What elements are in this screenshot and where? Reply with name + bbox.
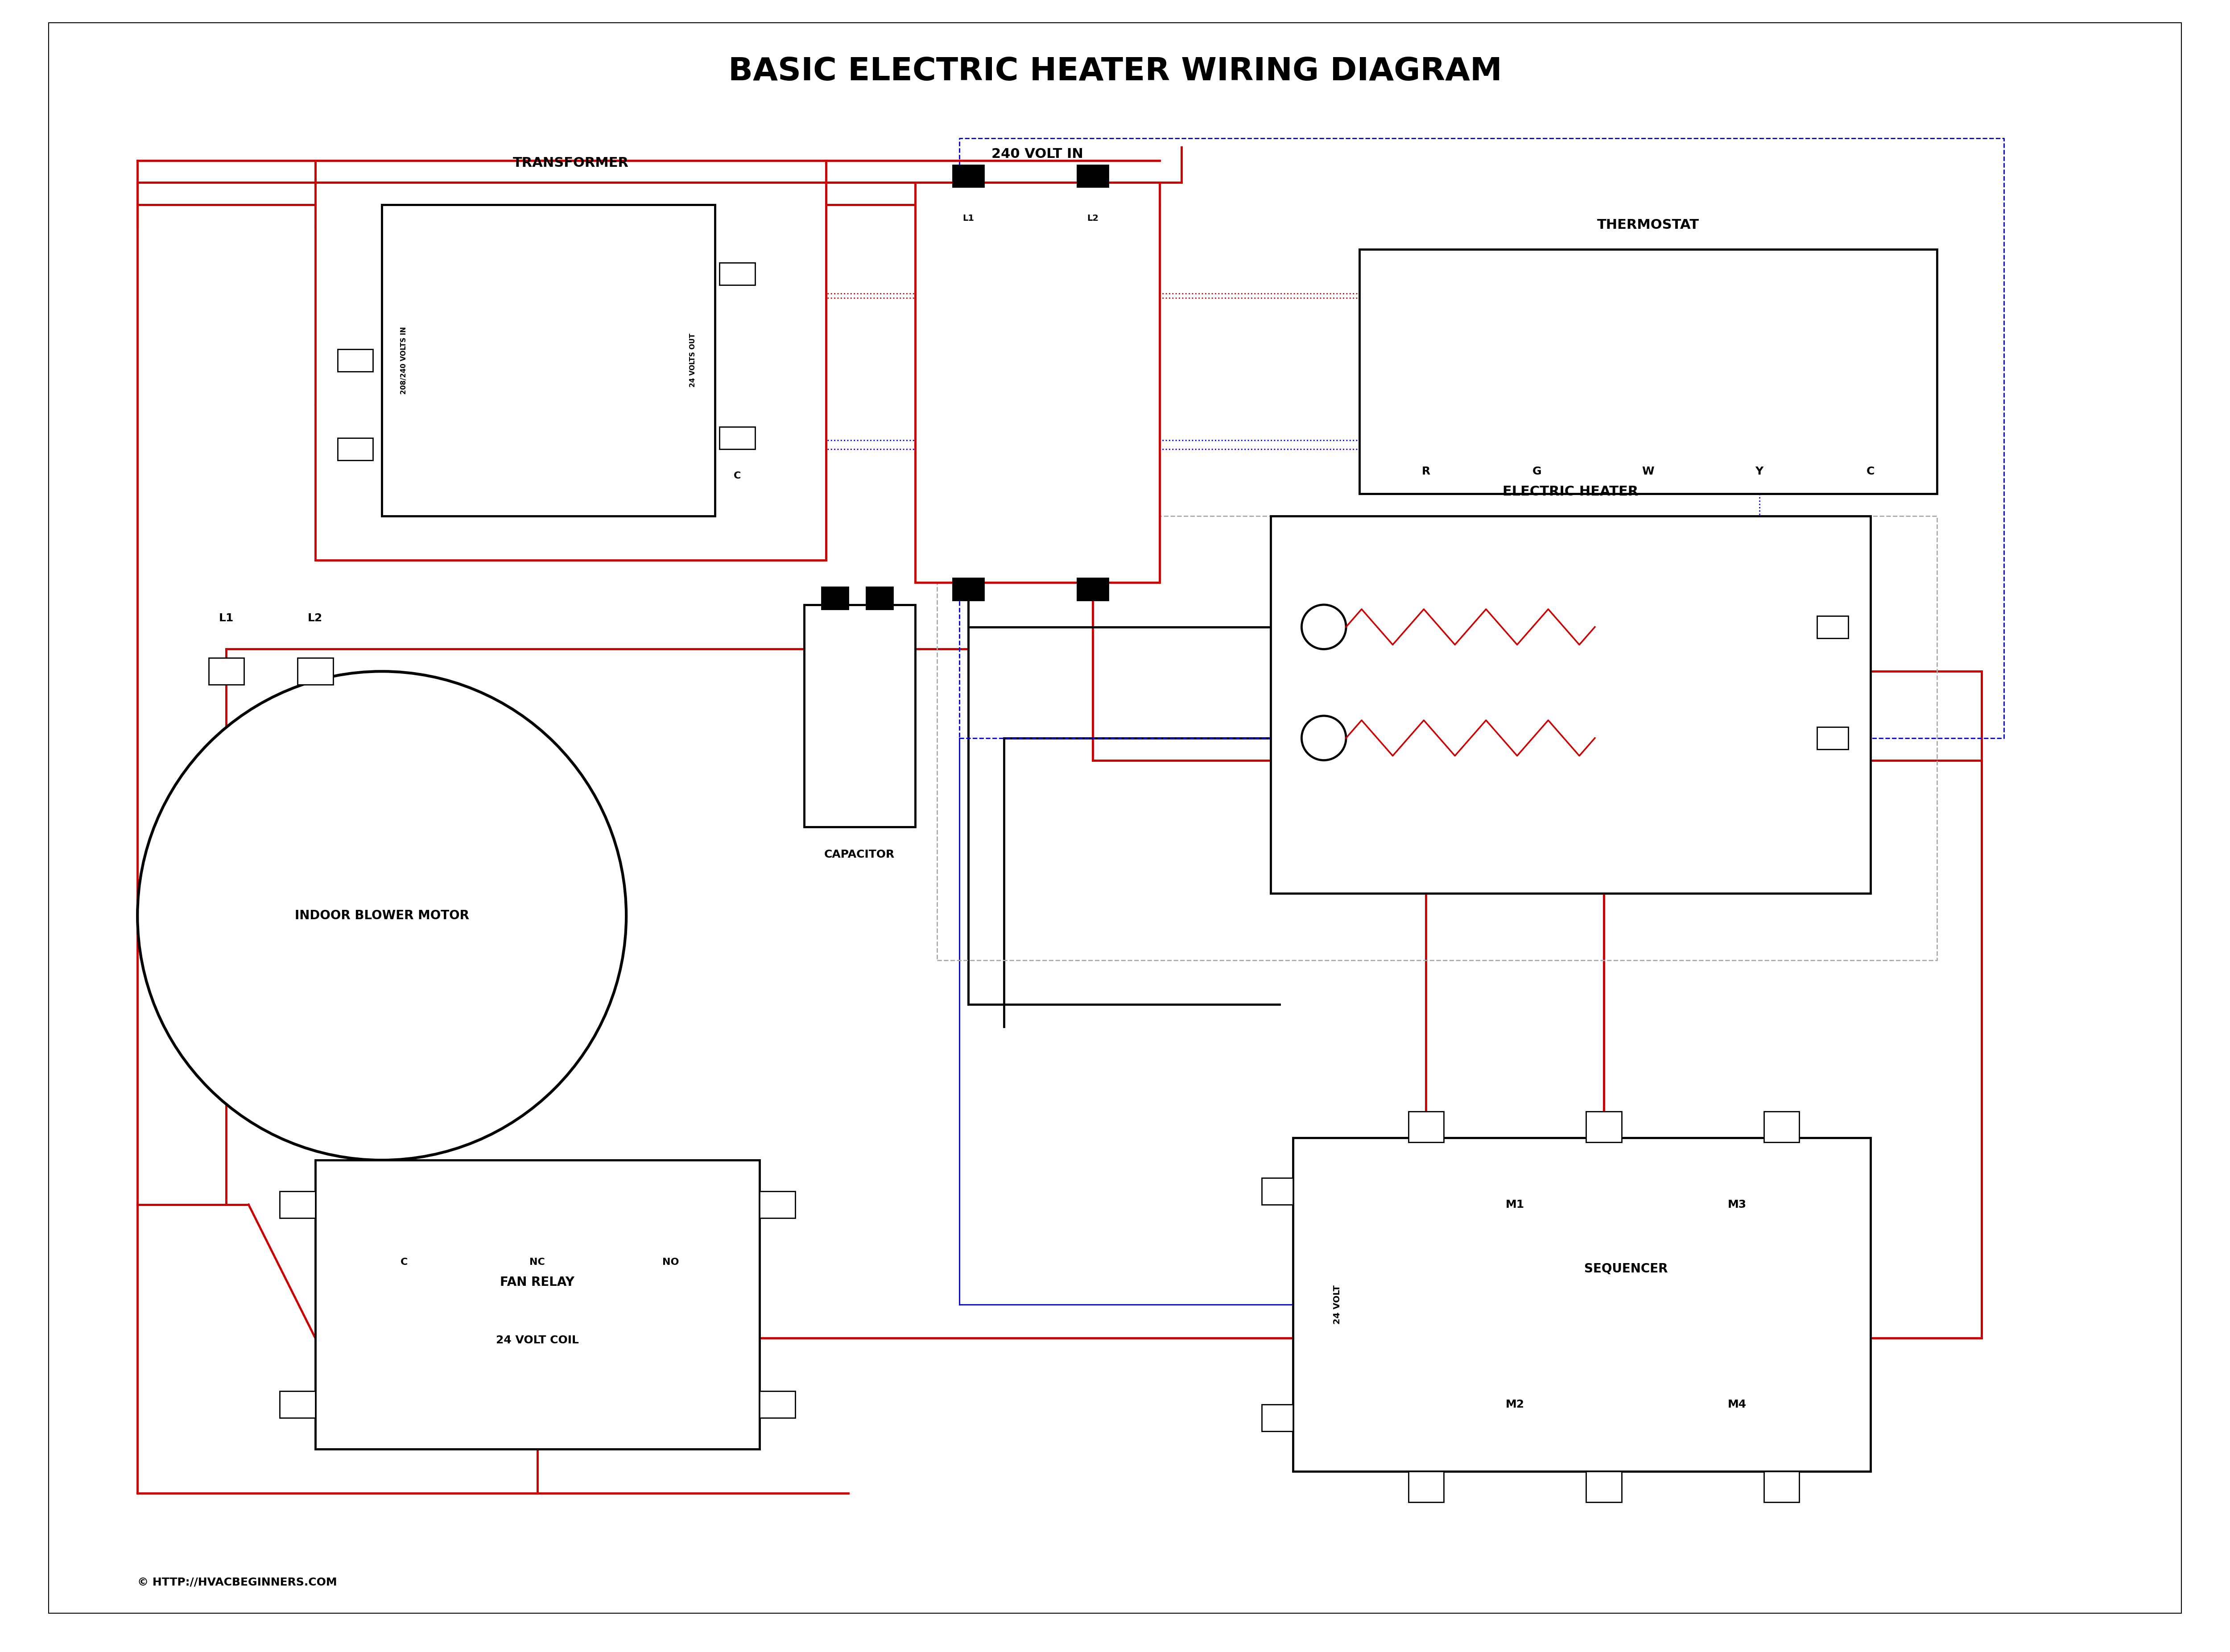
Text: L2: L2 <box>308 613 323 623</box>
Text: CAPACITOR: CAPACITOR <box>825 849 894 859</box>
Text: L1: L1 <box>963 213 975 223</box>
Text: © HTTP://HVACBEGINNERS.COM: © HTTP://HVACBEGINNERS.COM <box>138 1578 337 1588</box>
Bar <box>760 1391 796 1417</box>
Text: THERMOSTAT: THERMOSTAT <box>1597 218 1699 231</box>
Text: FAN RELAY: FAN RELAY <box>500 1275 575 1289</box>
Text: SEQUENCER: SEQUENCER <box>1583 1262 1668 1275</box>
Text: L1: L1 <box>219 613 234 623</box>
Circle shape <box>1302 605 1347 649</box>
Bar <box>1764 1472 1800 1502</box>
Bar <box>314 183 825 560</box>
Text: L2: L2 <box>1086 169 1099 178</box>
Bar <box>337 438 372 461</box>
Bar <box>279 1191 314 1218</box>
Bar <box>952 578 983 600</box>
Text: M2: M2 <box>1505 1399 1525 1409</box>
Bar <box>1077 578 1108 600</box>
Circle shape <box>1302 715 1347 760</box>
Text: G: G <box>1532 466 1541 477</box>
Bar <box>210 657 243 684</box>
Text: R: R <box>1423 466 1429 477</box>
Bar <box>297 657 332 684</box>
Text: NC: NC <box>529 1257 544 1267</box>
Bar <box>649 1183 694 1227</box>
Text: M4: M4 <box>1728 1399 1746 1409</box>
Bar <box>1262 1404 1293 1431</box>
Bar <box>279 1391 314 1417</box>
Text: TRANSFORMER: TRANSFORMER <box>513 157 629 169</box>
Bar <box>821 586 847 610</box>
Text: ELECTRIC HEATER: ELECTRIC HEATER <box>1503 486 1639 499</box>
Text: 208/240 VOLTS IN: 208/240 VOLTS IN <box>401 327 408 395</box>
Bar <box>1077 165 1108 187</box>
Text: L1: L1 <box>961 169 975 178</box>
Bar <box>1405 271 1447 316</box>
Bar <box>1849 271 1893 316</box>
Bar <box>914 183 1160 583</box>
Bar <box>1764 1112 1800 1143</box>
Text: 240 VOLT IN: 240 VOLT IN <box>992 147 1084 160</box>
Bar <box>381 205 716 515</box>
Bar <box>1817 616 1849 638</box>
Bar <box>1409 1112 1443 1143</box>
Text: NO: NO <box>662 1257 678 1267</box>
Bar <box>1626 271 1670 316</box>
Text: Y: Y <box>1755 466 1764 477</box>
Bar <box>314 1160 760 1449</box>
Text: C: C <box>1867 466 1875 477</box>
Bar <box>1360 249 1938 494</box>
Text: L2: L2 <box>1086 213 1099 223</box>
Bar <box>381 1183 426 1227</box>
Bar <box>337 349 372 372</box>
Bar <box>805 605 914 828</box>
Bar <box>1586 1472 1621 1502</box>
Text: INDOOR BLOWER MOTOR: INDOOR BLOWER MOTOR <box>294 910 468 922</box>
Bar <box>952 165 983 187</box>
Text: C: C <box>401 1257 408 1267</box>
Bar <box>1293 1138 1871 1472</box>
Bar <box>1271 515 1871 894</box>
Bar <box>1514 271 1559 316</box>
Text: M1: M1 <box>1505 1199 1525 1209</box>
Bar <box>1262 1178 1293 1204</box>
Text: W: W <box>1641 466 1655 477</box>
Bar <box>720 426 756 449</box>
Text: 24 VOLT: 24 VOLT <box>1334 1285 1342 1325</box>
Text: BASIC ELECTRIC HEATER WIRING DIAGRAM: BASIC ELECTRIC HEATER WIRING DIAGRAM <box>729 56 1501 88</box>
Text: C: C <box>734 471 740 481</box>
Bar <box>1737 271 1782 316</box>
Text: 24 VOLTS OUT: 24 VOLTS OUT <box>689 334 696 387</box>
Text: 24 VOLT COIL: 24 VOLT COIL <box>495 1335 580 1345</box>
Bar <box>1586 1112 1621 1143</box>
Bar <box>1817 727 1849 748</box>
Bar <box>865 586 892 610</box>
Bar <box>720 263 756 284</box>
Text: M3: M3 <box>1728 1199 1746 1209</box>
Bar <box>515 1183 560 1227</box>
Bar <box>760 1191 796 1218</box>
Bar <box>1409 1472 1443 1502</box>
Circle shape <box>138 671 627 1160</box>
